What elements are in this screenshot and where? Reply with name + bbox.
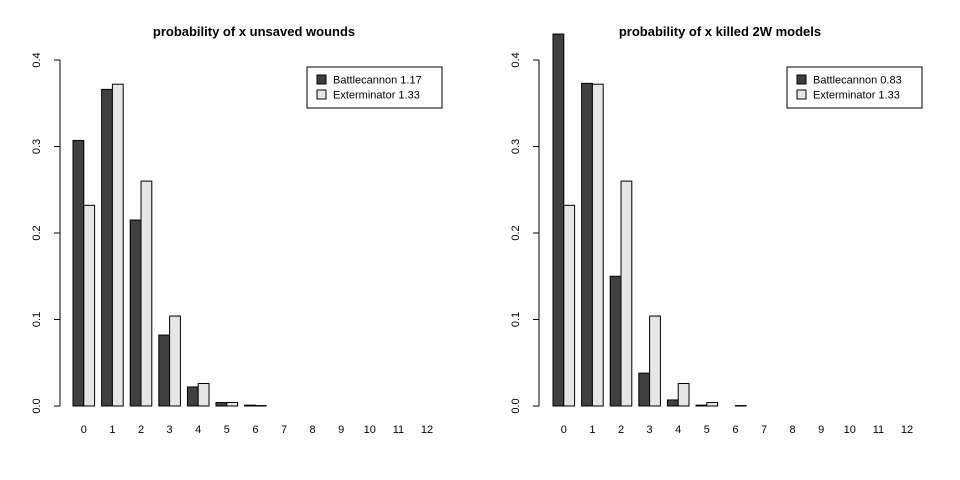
- legend-swatch: [316, 89, 327, 100]
- bar-series2-3: [649, 315, 661, 407]
- y-tick-label: 0.1: [31, 312, 43, 327]
- bar-series1-3: [158, 334, 171, 407]
- x-tick-label: 3: [647, 424, 653, 436]
- x-tick-label: 10: [364, 424, 376, 436]
- bar-series1-2: [129, 219, 142, 407]
- x-tick-label: 5: [704, 424, 710, 436]
- x-tick-label: 4: [675, 424, 681, 436]
- x-tick-label: 11: [393, 424, 404, 436]
- legend-entry: Battlecannon 1.17: [333, 75, 422, 87]
- legend-box: [306, 66, 443, 109]
- x-tick-label: 2: [138, 424, 144, 436]
- x-tick-label: 5: [224, 424, 230, 436]
- bar-series2-4: [677, 383, 690, 407]
- legend-swatch: [316, 74, 327, 85]
- bar-series1-0: [72, 139, 85, 407]
- bar-series1-5: [695, 404, 708, 407]
- x-tick-label: 9: [818, 424, 824, 436]
- bar-series2-3: [169, 315, 181, 407]
- bar-series2-5: [226, 402, 239, 407]
- y-tick-label: 0.3: [510, 139, 522, 154]
- legend-swatch: [796, 89, 807, 100]
- x-tick-label: 12: [421, 424, 433, 436]
- legend: Battlecannon 1.17 Exterminator 1.33: [306, 66, 443, 109]
- x-tick-label: 0: [81, 424, 87, 436]
- y-tick-label: 0.4: [31, 52, 43, 67]
- x-tick-label: 7: [281, 424, 287, 436]
- bar-series1-4: [666, 399, 679, 407]
- y-tick-label: 0.1: [510, 312, 522, 327]
- legend-entry: Exterminator 1.33: [333, 90, 420, 102]
- bar-series2-5: [706, 402, 719, 407]
- x-tick-label: 9: [338, 424, 344, 436]
- chart-panel-1: probability of x unsaved wounds 0.0 0.1 0.2…: [31, 24, 443, 436]
- y-tick-label: 0.3: [31, 139, 43, 154]
- bar-series2-1: [111, 83, 124, 407]
- x-tick-label: 8: [790, 424, 796, 436]
- legend-entry: Battlecannon 0.83: [813, 75, 902, 87]
- x-tick-label: 12: [901, 424, 913, 436]
- bar-series1-5: [215, 402, 228, 407]
- y-tick-label: 0.0: [31, 398, 43, 413]
- bar-series2-0: [563, 204, 576, 407]
- x-tick-label: 6: [732, 424, 738, 436]
- x-tick-label: 3: [167, 424, 173, 436]
- bar-series2-2: [620, 180, 633, 407]
- bar-series2-2: [140, 180, 153, 407]
- legend: Battlecannon 0.83 Exterminator 1.33: [786, 66, 923, 109]
- bar-series2-1: [591, 83, 604, 407]
- bar-series2-4: [197, 383, 210, 407]
- x-tick-label: 2: [618, 424, 624, 436]
- bar-series1-2: [609, 275, 622, 407]
- x-tick-label: 6: [252, 424, 258, 436]
- x-tick-label: 11: [873, 424, 884, 436]
- bar-series2-0: [83, 204, 96, 407]
- bar-series1-1: [581, 82, 593, 407]
- y-tick-label: 0.0: [510, 398, 522, 413]
- bar-series1-4: [186, 386, 199, 407]
- x-tick-label: 8: [310, 424, 316, 436]
- bar-series1-6: [244, 404, 256, 407]
- bar-series1-0: [552, 33, 565, 407]
- y-tick-label: 0.2: [510, 225, 522, 240]
- legend-entry: Exterminator 1.33: [813, 90, 900, 102]
- bar-series1-3: [638, 372, 651, 407]
- x-tick-label: 0: [561, 424, 567, 436]
- x-tick-label: 10: [844, 424, 856, 436]
- x-tick-label: 1: [589, 424, 595, 436]
- x-tick-label: 7: [761, 424, 767, 436]
- legend-box: [786, 66, 923, 109]
- y-tick-label: 0.4: [510, 52, 522, 67]
- chart-title: probability of x killed 2W models: [619, 24, 821, 39]
- x-tick-label: 4: [195, 424, 201, 436]
- x-tick-label: 1: [109, 424, 115, 436]
- chart-title: probability of x unsaved wounds: [153, 24, 355, 39]
- chart-panel-2: probability of x killed 2W models 0.0 0.1 0…: [510, 24, 923, 436]
- y-tick-label: 0.2: [31, 225, 43, 240]
- legend-swatch: [796, 74, 807, 85]
- bar-series1-1: [101, 88, 113, 407]
